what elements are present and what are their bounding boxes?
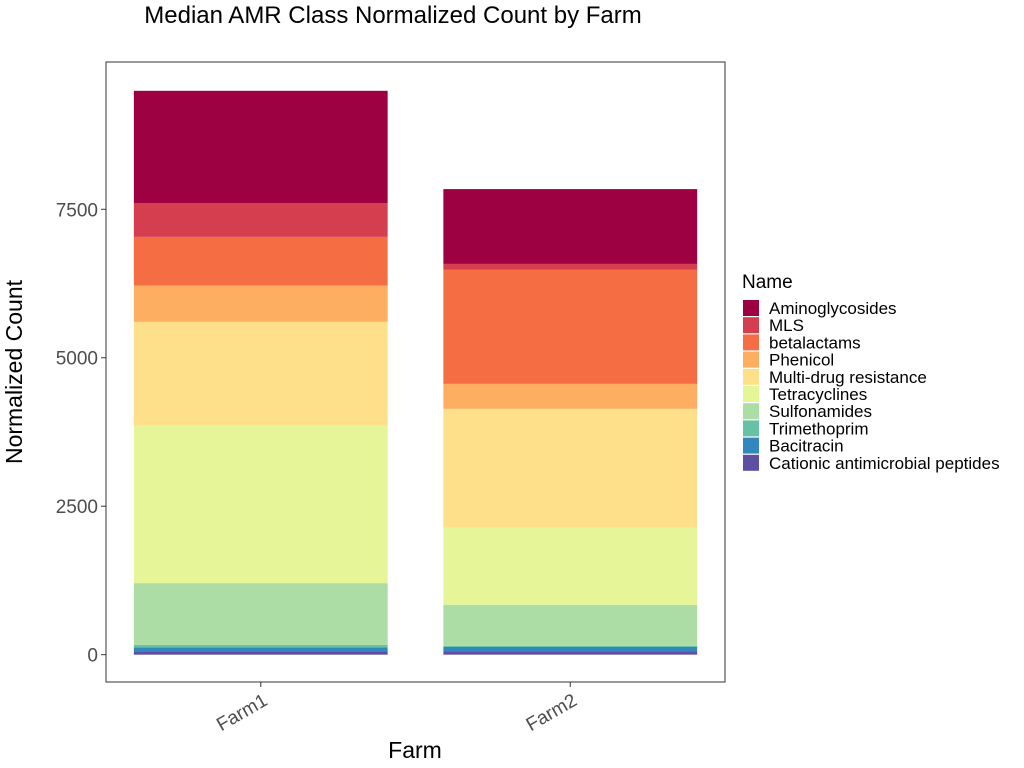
legend-key-swatch <box>743 437 759 454</box>
legend-label: Trimethoprim <box>769 419 869 438</box>
legend-item-multi-drug-resistance: Multi-drug resistance <box>743 368 927 387</box>
legend-item-tetracyclines: Tetracyclines <box>743 385 867 404</box>
legend-label: Multi-drug resistance <box>769 368 927 387</box>
bar-stacks <box>133 90 698 655</box>
bar-segment-farm1-multi-drug-resistance <box>133 321 388 426</box>
legend-item-mls: MLS <box>743 316 804 335</box>
legend-item-bacitracin: Bacitracin <box>743 437 844 456</box>
bar-segment-farm1-tetracyclines <box>133 425 388 584</box>
bar-segment-farm1-sulfonamides <box>133 583 388 645</box>
legend-item-aminoglycosides: Aminoglycosides <box>743 299 897 318</box>
legend-key-swatch <box>743 351 759 368</box>
bar-segment-farm1-betalactams <box>133 236 388 286</box>
y-axis: 0 2500 5000 7500 <box>56 200 106 667</box>
legend-label: Tetracyclines <box>769 385 867 404</box>
legend-label: Bacitracin <box>769 437 844 456</box>
legend-key-swatch <box>743 403 759 420</box>
x-tick-label: Farm2 <box>523 690 581 736</box>
legend-key-swatch <box>743 386 759 402</box>
bar-segment-farm2-sulfonamides <box>443 604 698 646</box>
x-axis-title: Farm <box>388 737 442 763</box>
bar-segment-farm1-phenicol <box>133 285 388 322</box>
bar-segment-farm1-bacitracin <box>133 647 388 652</box>
legend-key-swatch <box>743 454 759 471</box>
x-axis: Farm1 Farm2 <box>213 682 581 736</box>
legend-key-swatch <box>743 300 759 316</box>
legend-key-swatch <box>743 334 759 351</box>
bar-segment-farm1-aminoglycosides <box>133 90 388 204</box>
legend-item-phenicol: Phenicol <box>743 351 834 370</box>
y-tick-label: 5000 <box>56 349 98 370</box>
legend-key-swatch <box>743 368 759 385</box>
legend-item-sulfonamides: Sulfonamides <box>743 402 872 421</box>
legend-label: Cationic antimicrobial peptides <box>769 454 1000 473</box>
legend-label: Phenicol <box>769 351 834 370</box>
bar-segment-farm2-phenicol <box>443 383 698 409</box>
bar-segment-farm2-bacitracin <box>443 646 698 652</box>
bar-segment-farm2-tetracyclines <box>443 527 698 605</box>
bar-segment-farm1-trimethoprim <box>133 644 388 648</box>
y-tick-label: 7500 <box>56 200 98 221</box>
x-tick-label: Farm1 <box>213 690 271 736</box>
legend-key-swatch <box>743 420 759 437</box>
bar-segment-farm2-trimethoprim <box>443 645 698 647</box>
legend-label: Sulfonamides <box>769 402 872 421</box>
bar-segment-farm2-betalactams <box>443 269 698 384</box>
y-axis-title: Normalized Count <box>1 279 27 464</box>
bar-segment-farm2-cationic-antimicrobial-peptides <box>443 651 698 655</box>
bar-segment-farm1-mls <box>133 203 388 237</box>
legend-key-swatch <box>743 317 759 334</box>
bar-segment-farm2-aminoglycosides <box>443 189 698 264</box>
legend-label: betalactams <box>769 333 861 352</box>
legend-item-betalactams: betalactams <box>743 333 861 352</box>
legend-title: Name <box>742 272 793 293</box>
bar-segment-farm2-mls <box>443 263 698 270</box>
y-tick-label: 2500 <box>56 497 98 518</box>
legend: Name AminoglycosidesMLSbetalactamsPhenic… <box>742 272 1000 473</box>
legend-item-cationic-antimicrobial-peptides: Cationic antimicrobial peptides <box>743 454 1000 473</box>
y-tick-label: 0 <box>87 646 98 667</box>
legend-item-trimethoprim: Trimethoprim <box>743 419 869 438</box>
bar-segment-farm1-cationic-antimicrobial-peptides <box>133 651 388 655</box>
legend-label: Aminoglycosides <box>769 299 897 318</box>
chart-title: Median AMR Class Normalized Count by Far… <box>144 2 642 29</box>
legend-label: MLS <box>769 316 804 335</box>
bar-segment-farm2-multi-drug-resistance <box>443 408 698 528</box>
